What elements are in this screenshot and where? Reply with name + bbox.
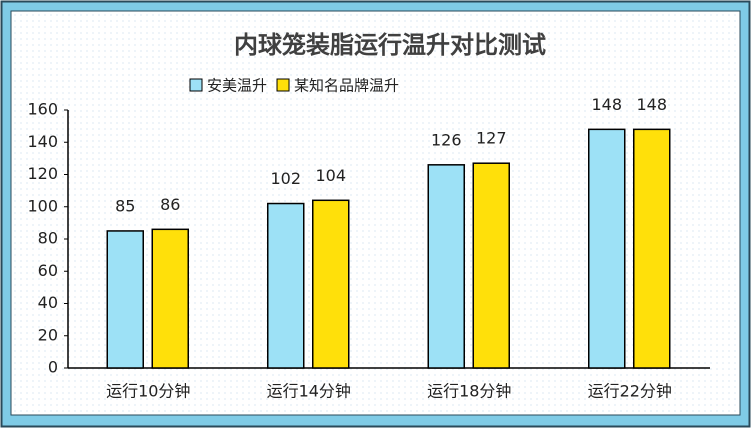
legend-swatch <box>189 78 203 92</box>
y-tick-label: 60 <box>38 261 58 280</box>
value-label: 86 <box>160 195 180 214</box>
x-tick-label: 运行14分钟 <box>267 382 351 401</box>
value-label: 126 <box>431 130 462 149</box>
x-tick-label: 运行18分钟 <box>427 382 511 401</box>
x-tick-label: 运行10分钟 <box>106 382 190 401</box>
bar <box>267 202 305 369</box>
bar <box>312 199 350 369</box>
legend: 安美温升 某知名品牌温升 <box>189 77 399 95</box>
x-tick-label: 运行22分钟 <box>588 382 672 401</box>
bar <box>427 164 465 369</box>
y-tick-label: 0 <box>48 358 58 377</box>
value-label: 148 <box>636 95 667 114</box>
value-label: 102 <box>270 169 301 188</box>
bar <box>151 228 189 369</box>
bar <box>588 128 626 369</box>
legend-label: 安美温升 <box>207 77 267 95</box>
y-tick-label: 40 <box>38 293 58 312</box>
chart-title: 内球笼装脂运行温升对比测试 <box>234 31 546 59</box>
value-label: 104 <box>315 166 346 185</box>
value-label: 85 <box>115 196 135 215</box>
value-label: 148 <box>591 95 622 114</box>
y-tick-label: 100 <box>27 196 58 215</box>
bar <box>633 128 671 369</box>
y-tick-label: 20 <box>38 325 58 344</box>
legend-swatch <box>276 78 290 92</box>
bar <box>106 230 144 369</box>
bar <box>472 162 510 369</box>
y-tick-label: 80 <box>38 229 58 248</box>
y-tick-label: 140 <box>27 132 58 151</box>
y-tick-label: 120 <box>27 164 58 183</box>
legend-label: 某知名品牌温升 <box>294 77 399 95</box>
y-tick-label: 160 <box>27 100 58 119</box>
value-label: 127 <box>476 129 507 148</box>
